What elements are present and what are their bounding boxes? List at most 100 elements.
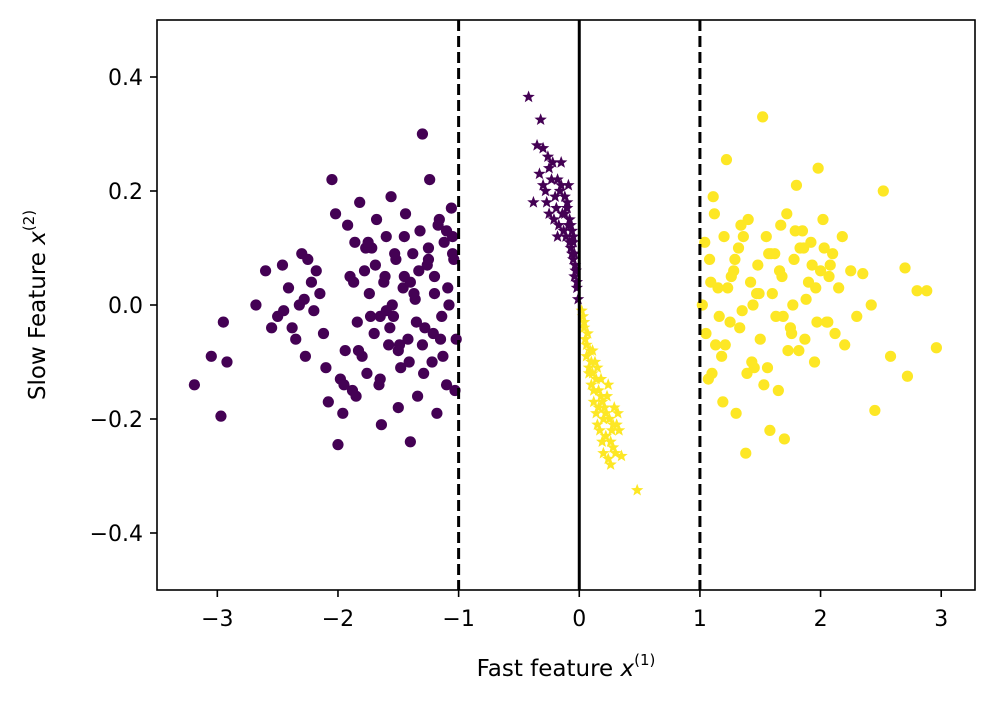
data-point-circle (732, 242, 745, 254)
data-point-star (591, 361, 604, 373)
data-point-circle (818, 242, 830, 254)
data-point-star (554, 156, 568, 168)
data-point-circle (713, 310, 725, 322)
data-point-circle (322, 396, 334, 408)
data-point-circle (730, 407, 742, 419)
data-point-circle (725, 270, 737, 283)
data-point-star (589, 406, 603, 419)
data-point-circle (899, 262, 911, 274)
y-axis-label: Slow Feature x(2) (20, 210, 51, 400)
data-point-circle (428, 288, 441, 300)
data-point-circle (450, 333, 462, 345)
data-point-circle (722, 282, 734, 294)
data-point-star (551, 173, 564, 185)
data-point-star (598, 401, 611, 413)
data-point-circle (741, 367, 753, 379)
data-point-circle (443, 299, 455, 311)
data-point-star (594, 372, 608, 385)
data-point-circle (799, 333, 811, 345)
data-point-circle (361, 367, 373, 379)
data-point-circle (810, 282, 822, 294)
data-point-star (585, 355, 598, 368)
data-point-circle (710, 339, 722, 351)
data-point-star (534, 113, 547, 126)
data-point-star (561, 201, 574, 214)
data-point-circle (329, 208, 342, 220)
data-point-circle (374, 373, 386, 385)
data-point-circle (703, 253, 716, 265)
data-point-circle (422, 253, 435, 265)
x-tick-label: 0 (572, 607, 586, 632)
data-point-star (599, 429, 612, 442)
data-point-circle (422, 242, 435, 254)
data-point-circle (395, 362, 407, 374)
data-point-star (597, 446, 610, 459)
data-point-star (551, 230, 564, 242)
data-point-circle (250, 299, 262, 311)
x-tick-label: −2 (322, 607, 354, 632)
data-point-circle (708, 208, 720, 220)
data-point-circle (352, 345, 365, 357)
data-point-circle (823, 270, 835, 283)
plot-frame (156, 19, 976, 591)
data-point-star (591, 418, 604, 430)
data-point-circle (338, 379, 350, 391)
data-point-circle (419, 322, 431, 334)
data-point-circle (724, 316, 736, 328)
data-point-circle (773, 265, 786, 277)
data-point-circle (798, 242, 810, 254)
data-point-circle (808, 356, 821, 368)
data-point-star (568, 270, 581, 282)
data-point-circle (793, 345, 805, 357)
data-point-circle (766, 288, 778, 300)
data-point-circle (383, 339, 395, 351)
data-point-circle (775, 219, 787, 231)
data-point-circle (349, 236, 361, 248)
data-point-circle (737, 231, 749, 243)
data-point-circle (426, 356, 438, 368)
data-point-circle (354, 196, 366, 208)
data-point-star (536, 141, 550, 154)
data-point-circle (320, 362, 332, 374)
data-point-circle (719, 339, 731, 351)
data-point-circle (851, 310, 863, 322)
data-point-circle (308, 305, 320, 317)
data-point-circle (781, 208, 793, 220)
data-point-star (536, 178, 550, 191)
data-point-circle (777, 310, 789, 322)
y-tick-label: −0.4 (90, 522, 143, 547)
data-point-star (547, 213, 561, 225)
data-point-circle (921, 285, 933, 297)
data-point-circle (418, 367, 430, 379)
data-point-star (542, 161, 556, 174)
data-point-circle (445, 202, 457, 214)
data-point-circle (817, 213, 829, 226)
data-point-star (553, 184, 567, 197)
data-point-circle (824, 259, 836, 271)
data-point-circle (380, 231, 392, 243)
y-tick-label: 0.4 (108, 66, 143, 91)
data-point-circle (717, 396, 729, 408)
data-point-circle (399, 208, 412, 220)
data-point-circle (276, 259, 289, 271)
data-point-star (602, 378, 615, 391)
data-point-circle (413, 265, 425, 277)
data-point-star (546, 156, 559, 168)
data-point-circle (836, 231, 848, 243)
data-point-circle (746, 356, 758, 368)
data-point-star (631, 483, 644, 496)
data-point-star (579, 332, 592, 345)
data-point-circle (822, 316, 834, 328)
x-tick-label: 1 (693, 607, 707, 632)
data-point-circle (790, 179, 803, 191)
data-point-circle (431, 407, 443, 419)
data-point-circle (788, 253, 800, 265)
data-point-circle (438, 236, 450, 248)
data-point-star (609, 446, 622, 459)
axes: −3 −2 −1 0 1 2 3 −0.4 −0.2 0.0 0.2 0.4 (90, 19, 976, 632)
data-point-circle (811, 316, 823, 328)
data-point-circle (337, 407, 349, 419)
data-point-star (557, 224, 570, 237)
data-point-circle (432, 219, 444, 231)
